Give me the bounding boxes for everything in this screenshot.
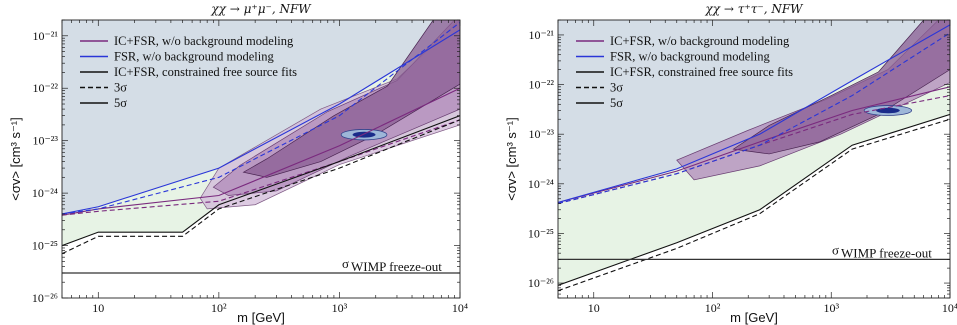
legend-label: IC+FSR, w/o background modeling	[610, 34, 790, 48]
contour-1σ-contour	[242, 20, 460, 178]
best-fit-core	[352, 131, 376, 138]
series-purple-dashed	[62, 119, 460, 216]
x-tick-label: 10⁴	[452, 301, 468, 315]
y-tick-label: 10⁻²³	[32, 134, 58, 148]
y-tick-label: 10⁻²⁶	[528, 276, 554, 290]
legend-label: FSR, w/o background modeling	[114, 50, 274, 64]
contour-1σ-contour	[732, 20, 950, 155]
wimp-annotation: σ	[342, 256, 349, 271]
excluded-region	[62, 20, 460, 214]
legend-label: 3σ	[610, 81, 623, 95]
x-tick-label: 10	[92, 301, 104, 315]
y-tick-label: 10⁻²¹	[528, 28, 554, 42]
wimp-annotation: σ	[832, 242, 839, 257]
chart-title: χχ → τ⁺τ⁻, NFW	[705, 2, 805, 16]
series-blue-dashed	[62, 21, 460, 215]
y-tick-label: 10⁻²⁶	[32, 291, 58, 305]
legend-label: 5σ	[114, 96, 127, 110]
x-tick-label: 10²	[705, 301, 721, 315]
y-axis-label: <σv> [cm³ s⁻¹]	[504, 117, 519, 201]
y-tick-label: 10⁻²³	[528, 127, 554, 141]
allowed-band	[62, 29, 460, 246]
legend-label: IC+FSR, constrained free source fits	[610, 65, 793, 79]
x-tick-label: 10³	[332, 301, 348, 315]
series-purple-solid	[558, 86, 950, 204]
x-tick-label: 10³	[823, 301, 839, 315]
y-tick-label: 10⁻²⁴	[32, 186, 58, 200]
x-axis-label: m [GeV]	[730, 310, 778, 325]
wimp-annotation-sub: WIMP freeze-out	[351, 259, 442, 274]
series-blue-dashed	[558, 32, 950, 205]
legend-label: IC+FSR, w/o background modeling	[114, 34, 294, 48]
x-tick-label: 10²	[211, 301, 227, 315]
x-tick-label: 10⁴	[942, 301, 957, 315]
y-tick-label: 10⁻²⁵	[32, 239, 58, 253]
legend-label: IC+FSR, constrained free source fits	[114, 65, 297, 79]
plot-area	[558, 20, 950, 298]
plot-area	[62, 20, 460, 298]
series-black-dashed	[62, 119, 460, 255]
series-black-solid	[558, 113, 950, 286]
panel-1: 10 10² 10³ 10⁴ 10⁻²⁶ 10⁻²⁵ 10⁻²⁴ 10⁻²³ 10⁻²² 10⁻²…	[8, 2, 468, 325]
panel-2: 10 10² 10³ 10⁴ 10⁻²⁶ 10⁻²⁵ 10⁻²⁴ 10⁻²³ 10⁻²² 10⁻²…	[504, 2, 957, 325]
y-tick-label: 10⁻²⁴	[528, 177, 554, 191]
chart-title: χχ → μ⁺μ⁻, NFW	[210, 2, 312, 16]
series-black-solid	[62, 115, 460, 247]
plot-frame	[61, 19, 461, 299]
series-black-dashed	[558, 118, 950, 292]
y-tick-label: 10⁻²⁵	[528, 226, 554, 240]
excluded-region	[558, 20, 950, 203]
series-blue-solid	[62, 29, 460, 215]
y-tick-label: 10⁻²²	[32, 81, 58, 95]
y-tick-label: 10⁻²²	[528, 78, 554, 92]
legend-label: FSR, w/o background modeling	[610, 50, 770, 64]
x-axis-label: m [GeV]	[237, 310, 285, 325]
y-axis-label: <σv> [cm³ s⁻¹]	[8, 117, 23, 201]
y-tick-label: 10⁻²¹	[32, 29, 58, 43]
series-blue-solid	[558, 24, 950, 204]
wimp-annotation-sub: WIMP freeze-out	[841, 245, 932, 260]
x-tick-label: 10	[588, 301, 600, 315]
plot-frame	[557, 19, 951, 299]
legend-label: 3σ	[114, 81, 127, 95]
best-fit-core	[876, 107, 900, 114]
legend-label: 5σ	[610, 96, 623, 110]
